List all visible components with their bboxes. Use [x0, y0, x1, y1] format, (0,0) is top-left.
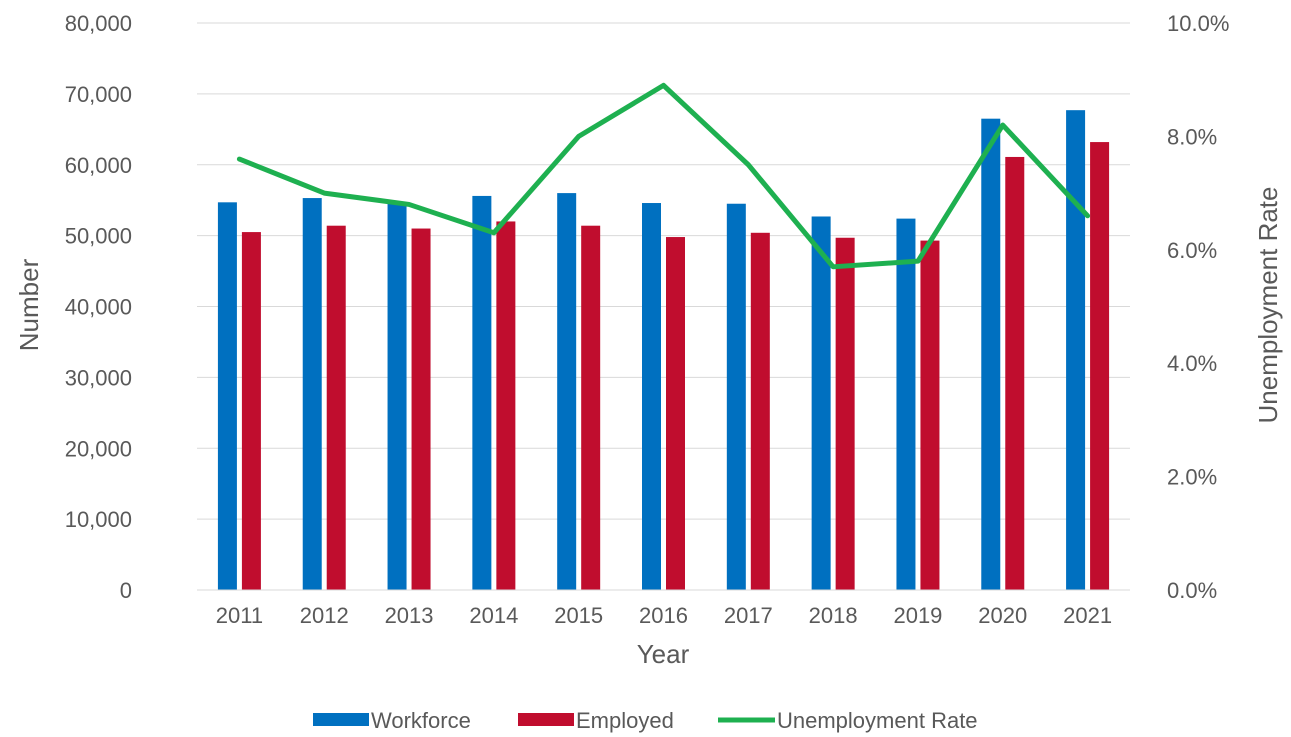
bar-workforce [726, 203, 746, 590]
y2-tick-label: 10.0% [1167, 11, 1229, 36]
bar-layer [217, 110, 1110, 591]
x-tick-label: 2012 [300, 603, 349, 628]
x-tick-label: 2017 [724, 603, 773, 628]
y-tick-label: 30,000 [65, 365, 132, 390]
bar-workforce [896, 218, 916, 591]
line-unemployment-rate [236, 82, 1091, 270]
x-tick-label: 2021 [1063, 603, 1112, 628]
bar-employed [496, 221, 516, 590]
y-tick-label: 50,000 [65, 224, 132, 249]
bar-employed [241, 232, 261, 591]
y-tick-label: 0 [120, 578, 132, 603]
y-tick-label: 70,000 [65, 82, 132, 107]
bar-workforce [642, 203, 661, 590]
bar-employed [1090, 142, 1110, 590]
legend: Workforce Employed Unemployment Rate [313, 708, 978, 733]
legend-label-workforce: Workforce [371, 708, 471, 733]
y2-tick-label: 0.0% [1167, 578, 1217, 603]
bar-workforce [302, 198, 322, 590]
bar-employed [920, 240, 940, 590]
y-tick-label: 60,000 [65, 153, 132, 178]
legend-swatch-employed [518, 713, 574, 726]
axis-layer: 0 10,000 20,000 30,000 40,000 50,000 60,000 70,… [65, 11, 1230, 628]
x-tick-label: 2014 [469, 603, 518, 628]
y2-tick-label: 8.0% [1167, 124, 1217, 149]
bar-employed [750, 232, 770, 591]
x-tick-label: 2013 [385, 603, 434, 628]
legend-swatch-workforce [313, 713, 369, 726]
y-tick-label: 20,000 [65, 436, 132, 461]
y2-axis-title: Unemployment Rate [1253, 187, 1283, 424]
legend-label-unemployment-rate: Unemployment Rate [777, 708, 978, 733]
bar-workforce [1066, 110, 1086, 591]
x-tick-label: 2018 [809, 603, 858, 628]
bar-employed [666, 237, 685, 591]
bar-workforce [811, 216, 831, 590]
bar-workforce [981, 118, 1001, 591]
x-tick-label: 2015 [554, 603, 603, 628]
bar-workforce [217, 202, 237, 590]
y2-tick-label: 2.0% [1167, 465, 1217, 490]
y2-tick-label: 4.0% [1167, 351, 1217, 376]
bar-workforce [472, 195, 492, 590]
x-tick-label: 2011 [216, 603, 263, 628]
bar-employed [581, 225, 601, 590]
bar-workforce [387, 202, 407, 590]
x-tick-label: 2016 [639, 603, 688, 628]
bar-employed [326, 225, 346, 590]
legend-label-employed: Employed [576, 708, 674, 733]
bar-workforce [557, 193, 577, 590]
x-tick-label: 2019 [893, 603, 942, 628]
bar-employed [411, 228, 431, 590]
bar-employed [835, 237, 855, 590]
x-axis-title: Year [637, 639, 690, 669]
y-tick-label: 80,000 [65, 11, 132, 36]
y2-tick-label: 6.0% [1167, 238, 1217, 263]
line-layer [236, 82, 1091, 270]
grid-layer [197, 22, 1130, 591]
y-axis-title: Number [14, 258, 44, 351]
x-tick-label: 2020 [978, 603, 1027, 628]
y-tick-label: 40,000 [65, 295, 132, 320]
bar-employed [1005, 156, 1025, 591]
y-tick-label: 10,000 [65, 507, 132, 532]
